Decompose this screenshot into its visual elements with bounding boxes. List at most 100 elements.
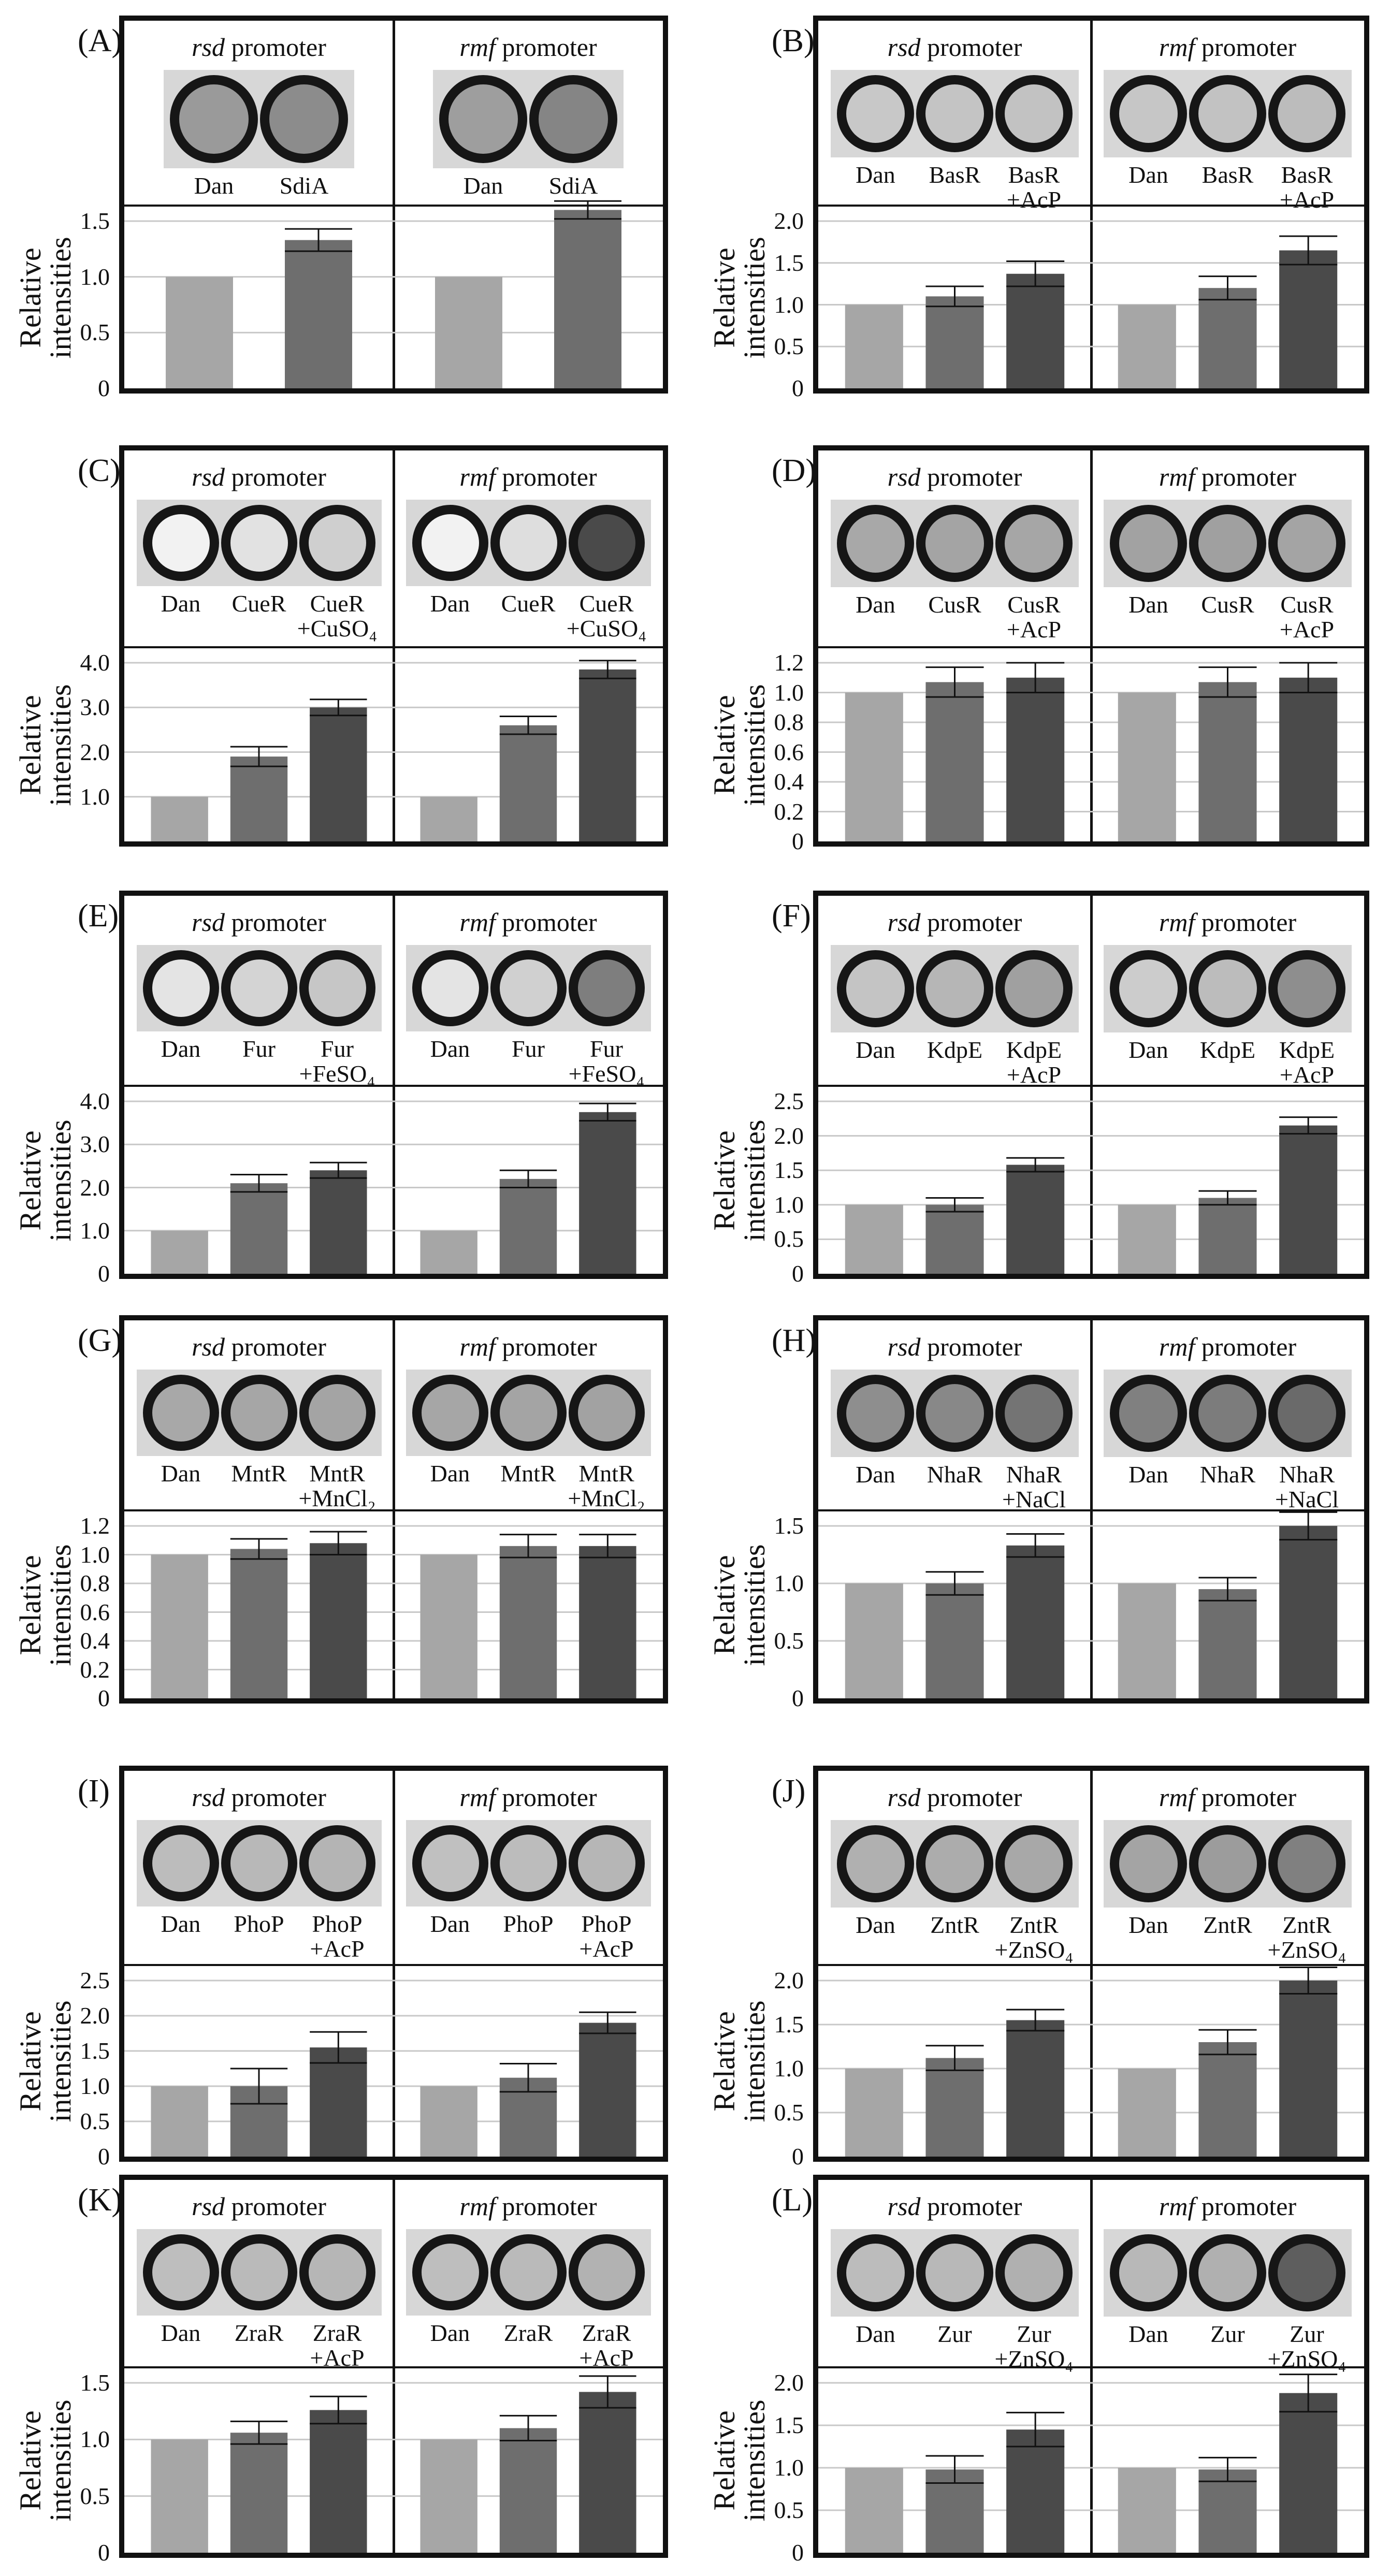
well — [995, 2234, 1073, 2311]
promoter-word: promoter — [1195, 33, 1297, 62]
bar — [845, 2468, 903, 2553]
bar-chart — [124, 1525, 663, 1698]
promoter-gene: rmf — [459, 908, 496, 937]
section-divider — [124, 1509, 663, 1511]
condition-label: PhoP — [234, 1911, 284, 1937]
promoter-word: promoter — [495, 462, 597, 491]
condition-label: NhaR — [1199, 1461, 1256, 1488]
y-tick-label: 0.6 — [774, 738, 804, 765]
plate-wells-image — [136, 1820, 382, 1906]
y-axis-label-line2: intensities — [44, 1119, 77, 1242]
bar — [230, 2433, 288, 2553]
condition-label: KdpE +AcP — [1006, 1037, 1062, 1088]
promoter-word: promoter — [225, 33, 326, 62]
y-axis-label-line2: intensities — [44, 1544, 77, 1666]
well — [1110, 75, 1187, 152]
condition-label: MntR +MnCl₂ — [298, 1460, 376, 1512]
condition-label: NhaR +NaCl — [1002, 1461, 1066, 1513]
bar-chart — [818, 1511, 1364, 1698]
promoter-word: promoter — [920, 462, 1022, 491]
bar — [1118, 2468, 1176, 2553]
bar-chart — [124, 660, 663, 841]
y-tick-label: 1.5 — [774, 2011, 804, 2037]
error-bar — [310, 1531, 367, 1555]
error-bar — [1198, 2456, 1257, 2482]
plate-wells-image — [831, 500, 1079, 587]
condition-label: NhaR +NaCl — [1275, 1461, 1339, 1513]
condition-label: NhaR — [926, 1461, 983, 1488]
condition-label: Dan — [161, 1911, 201, 1937]
panel-label: (E) — [78, 898, 119, 934]
y-axis-label: Relative intensities — [707, 2367, 772, 2554]
condition-label: MntR — [500, 1460, 556, 1487]
promoter-divider — [1090, 1771, 1093, 2157]
bar — [579, 2022, 636, 2157]
y-tick-label: 4.0 — [80, 1088, 110, 1114]
error-bar — [1198, 1190, 1257, 1206]
bar — [845, 1204, 903, 1274]
y-tick-label: 0.2 — [80, 1656, 110, 1683]
bar — [845, 2069, 903, 2157]
condition-label: PhoP +AcP — [579, 1911, 634, 1962]
bar — [1279, 2393, 1338, 2553]
y-axis-label-line2: intensities — [44, 2399, 77, 2522]
well — [1268, 2234, 1345, 2311]
error-bar — [499, 1169, 557, 1188]
panel-j: (J) rsd promoter Dan ZntR ZntR +ZnSO₄ rmf pro… — [694, 1750, 1390, 2177]
promoter-title: rsd promoter — [124, 909, 394, 935]
promoter-title: rsd promoter — [818, 1334, 1091, 1360]
panel-label: (H) — [772, 1323, 817, 1358]
y-axis-label: Relative intensities — [13, 205, 78, 391]
error-bar — [1279, 662, 1338, 693]
condition-label: Dan — [856, 591, 895, 618]
condition-label: Dan — [161, 1460, 201, 1487]
y-tick-label: 3.0 — [80, 694, 110, 721]
panel-label: (J) — [772, 1773, 806, 1809]
promoter-title: rmf promoter — [394, 909, 663, 935]
error-bar — [1279, 1967, 1338, 1995]
condition-label: CueR +CuSO₄ — [297, 590, 378, 642]
plate-wells-image — [136, 2229, 382, 2316]
y-tick-label: 0 — [792, 1685, 804, 1711]
condition-label: Zur +ZnSO₄ — [1267, 2321, 1346, 2373]
promoter-gene: rsd — [887, 1332, 921, 1361]
promoter-word: promoter — [495, 2192, 597, 2221]
bar — [925, 296, 984, 388]
bar-chart — [818, 662, 1364, 841]
condition-label: Dan — [194, 172, 234, 199]
condition-label: Dan — [856, 1037, 895, 1063]
promoter-title: rsd promoter — [818, 2193, 1091, 2219]
condition-label: Dan — [856, 1461, 895, 1488]
promoter-title: rmf promoter — [394, 2193, 663, 2219]
promoter-word: promoter — [920, 1783, 1022, 1812]
bar — [166, 276, 233, 388]
bar — [285, 240, 352, 388]
condition-label: MntR +MnCl₂ — [568, 1460, 645, 1512]
y-axis-label-line1: Relative — [13, 694, 47, 795]
error-bar — [499, 716, 557, 735]
figure-frame: rsd promoter Dan KdpE KdpE +AcP rmf promoter… — [813, 891, 1369, 1279]
condition-label: CueR — [501, 590, 556, 617]
promoter-title: rmf promoter — [1091, 34, 1364, 60]
bar — [310, 1170, 367, 1274]
y-tick-label: 3.0 — [80, 1131, 110, 1158]
error-bar — [499, 1534, 557, 1559]
y-tick-label: 2.0 — [80, 2002, 110, 2029]
bar — [925, 1583, 984, 1698]
plate-wells-image — [831, 1820, 1079, 1908]
error-bar — [1006, 662, 1065, 693]
section-divider — [818, 205, 1364, 207]
promoter-word: promoter — [225, 908, 326, 937]
promoter-divider — [393, 1771, 395, 2157]
bar-chart — [124, 1980, 663, 2157]
y-axis-label: Relative intensities — [13, 1512, 78, 1698]
plate-wells-image — [136, 945, 382, 1031]
y-tick-label: 0.5 — [774, 2099, 804, 2126]
y-tick-label: 1.5 — [774, 249, 804, 276]
promoter-title: rmf promoter — [1091, 1784, 1364, 1810]
panel-b: (B) rsd promoter Dan BasR BasR +AcP rmf promo… — [694, 0, 1390, 409]
bar-chart — [124, 200, 663, 388]
bar — [579, 1546, 636, 1698]
promoter-gene: rsd — [887, 33, 921, 62]
bar — [1279, 1125, 1338, 1274]
